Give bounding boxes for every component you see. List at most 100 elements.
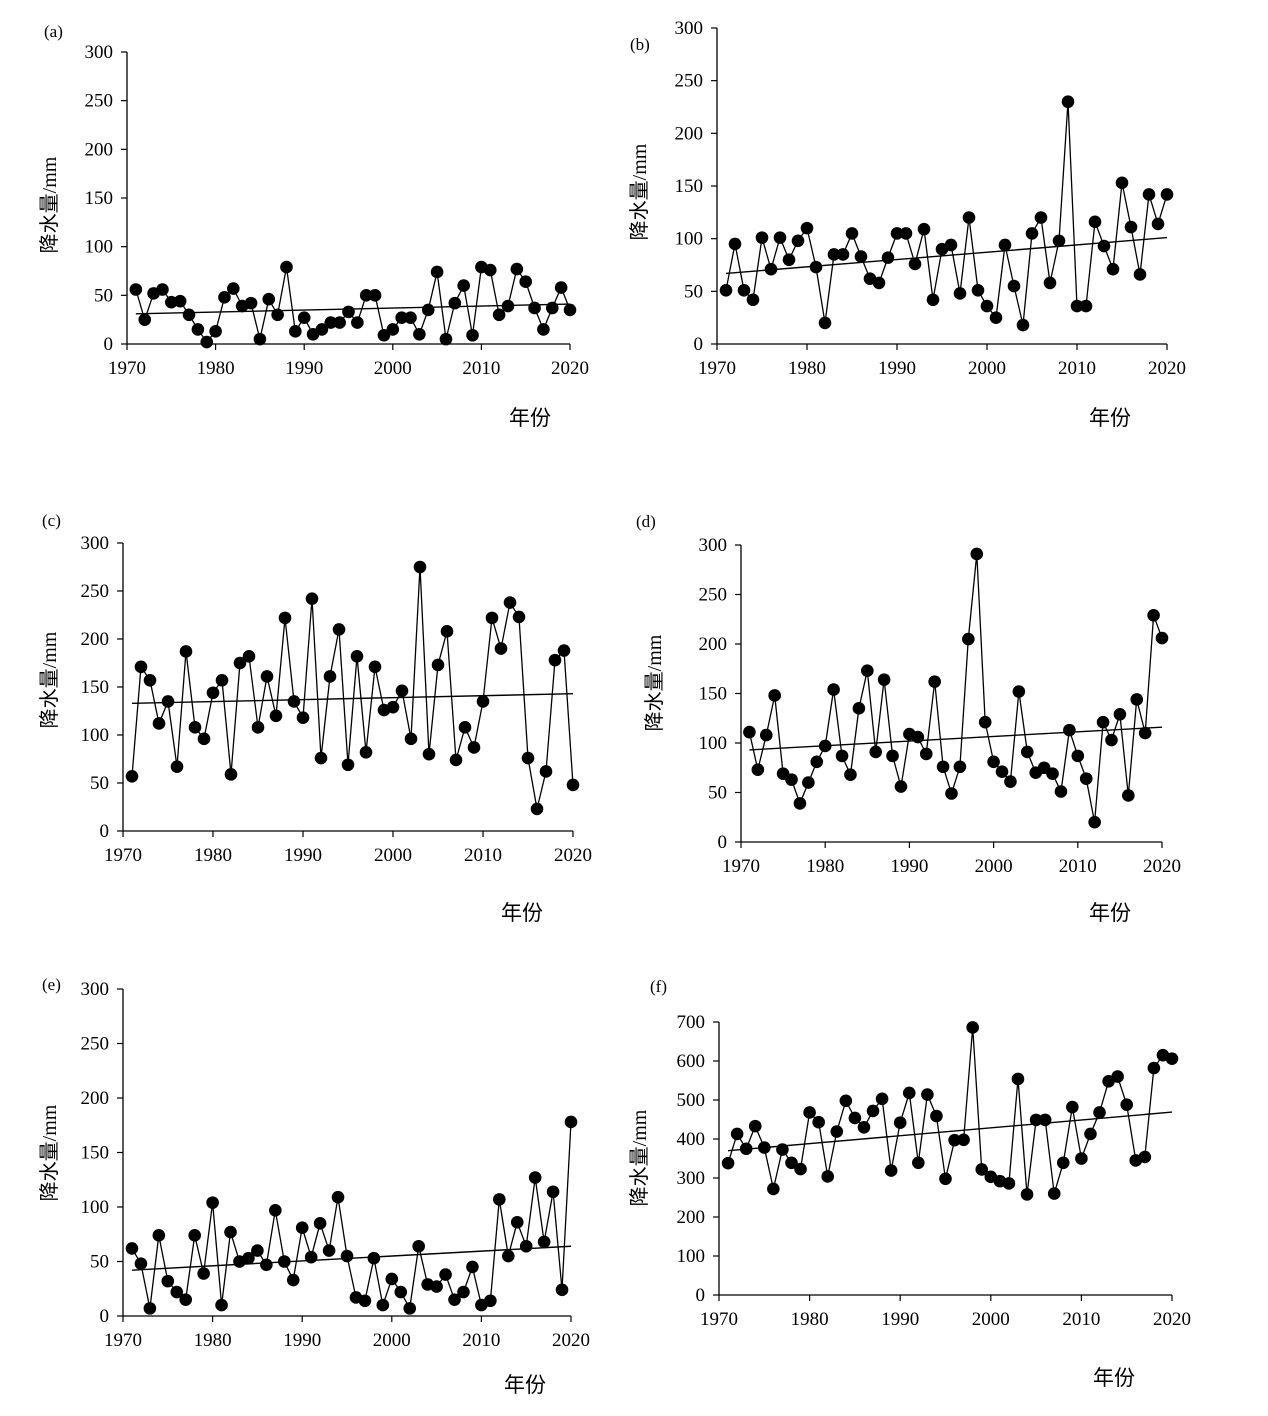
data-point: [1142, 188, 1156, 201]
panel-label: (d): [636, 512, 656, 531]
data-point: [404, 311, 417, 325]
x-tick-label: 2000: [975, 856, 1013, 877]
x-tick-label: 1970: [700, 1309, 738, 1330]
panel-label: (f): [650, 977, 667, 996]
y-tick-label: 600: [677, 1051, 706, 1072]
data-point: [995, 765, 1009, 779]
data-point: [1105, 733, 1118, 747]
y-axis-title: 降水量/mm: [38, 631, 61, 728]
data-point: [803, 1106, 816, 1119]
data-point: [839, 1094, 853, 1108]
data-point: [1011, 1072, 1025, 1086]
x-tick-label: 1970: [698, 358, 736, 379]
data-point: [519, 1239, 533, 1253]
data-point: [743, 725, 756, 739]
series-line: [725, 101, 1168, 326]
data-point: [305, 592, 319, 605]
x-axis-title: 年份: [504, 1373, 546, 1397]
x-tick-label: 2000: [373, 1330, 411, 1351]
data-point: [287, 695, 301, 708]
data-point: [467, 741, 481, 754]
data-point: [206, 1196, 219, 1209]
data-point: [530, 802, 544, 816]
data-point: [269, 1203, 282, 1217]
x-axis-title: 年份: [1093, 1366, 1135, 1390]
data-point: [129, 283, 143, 296]
data-point: [260, 670, 274, 683]
y-tick-label: 0: [100, 821, 110, 842]
data-point: [975, 1163, 989, 1176]
y-tick-label: 100: [675, 229, 704, 250]
x-tick-label: 2010: [1058, 358, 1096, 379]
data-point: [1020, 745, 1034, 759]
data-point: [251, 1244, 264, 1257]
data-point: [359, 745, 373, 759]
data-point: [324, 316, 338, 329]
data-point: [835, 749, 849, 763]
data-point: [748, 1119, 762, 1133]
data-point: [457, 1285, 470, 1299]
data-point: [494, 642, 508, 655]
data-point: [413, 560, 427, 574]
data-point: [746, 293, 760, 307]
data-point: [510, 262, 524, 276]
x-axis-title: 年份: [509, 406, 551, 430]
data-point: [448, 296, 462, 310]
chart-panel: 0 100 200 300 400 500 600 700 1970 1980 1990 2000 20…: [628, 977, 1191, 1390]
data-point: [919, 747, 933, 761]
data-point: [978, 715, 992, 729]
data-point: [802, 776, 815, 789]
data-point: [170, 1285, 184, 1299]
y-tick-label: 200: [81, 1088, 110, 1109]
trend-line: [131, 693, 574, 705]
data-point: [1097, 239, 1111, 253]
x-tick-label: 1990: [283, 1330, 321, 1351]
x-tick-label: 1980: [791, 1309, 829, 1330]
data-point: [821, 1170, 835, 1183]
data-point: [403, 1302, 417, 1315]
data-point: [271, 308, 284, 322]
data-point: [125, 769, 139, 783]
data-point: [197, 732, 211, 746]
data-point: [989, 311, 1003, 324]
data-point: [1130, 693, 1144, 706]
data-point: [773, 231, 787, 244]
data-point: [439, 1268, 452, 1281]
x-tick-label: 2010: [462, 1330, 500, 1351]
data-point: [188, 721, 202, 734]
data-point: [289, 325, 302, 338]
data-point: [200, 335, 214, 349]
data-point: [939, 1172, 952, 1186]
data-point: [333, 316, 346, 329]
data-point: [368, 289, 382, 302]
x-tick-label: 1980: [194, 845, 232, 866]
data-point: [152, 1229, 166, 1242]
data-point: [1093, 1106, 1106, 1119]
data-point: [1047, 1187, 1061, 1200]
data-point: [286, 1273, 300, 1287]
data-point: [928, 675, 941, 688]
y-tick-label: 100: [81, 1197, 110, 1218]
data-point: [800, 221, 814, 235]
data-point: [970, 547, 984, 561]
y-tick-label: 250: [699, 585, 728, 606]
data-point: [936, 760, 950, 774]
data-point: [1038, 1113, 1052, 1127]
data-point: [962, 211, 976, 224]
x-tick-label: 1990: [284, 845, 322, 866]
data-point: [1079, 299, 1093, 313]
data-point: [1088, 215, 1102, 229]
data-point: [1111, 1070, 1124, 1083]
data-point: [458, 721, 472, 734]
data-point: [546, 1185, 560, 1199]
data-point: [1007, 279, 1021, 293]
data-point: [962, 632, 975, 646]
data-point: [875, 1092, 889, 1106]
chart-panel: 0 50 100 150 200 250 300 1970 1980 1990 2000 2010 20…: [636, 512, 1181, 925]
data-point: [1071, 749, 1085, 763]
data-point: [227, 282, 240, 295]
y-tick-label: 700: [677, 1012, 706, 1033]
data-point: [899, 227, 913, 240]
data-point: [554, 281, 568, 294]
data-point: [1120, 1098, 1133, 1111]
